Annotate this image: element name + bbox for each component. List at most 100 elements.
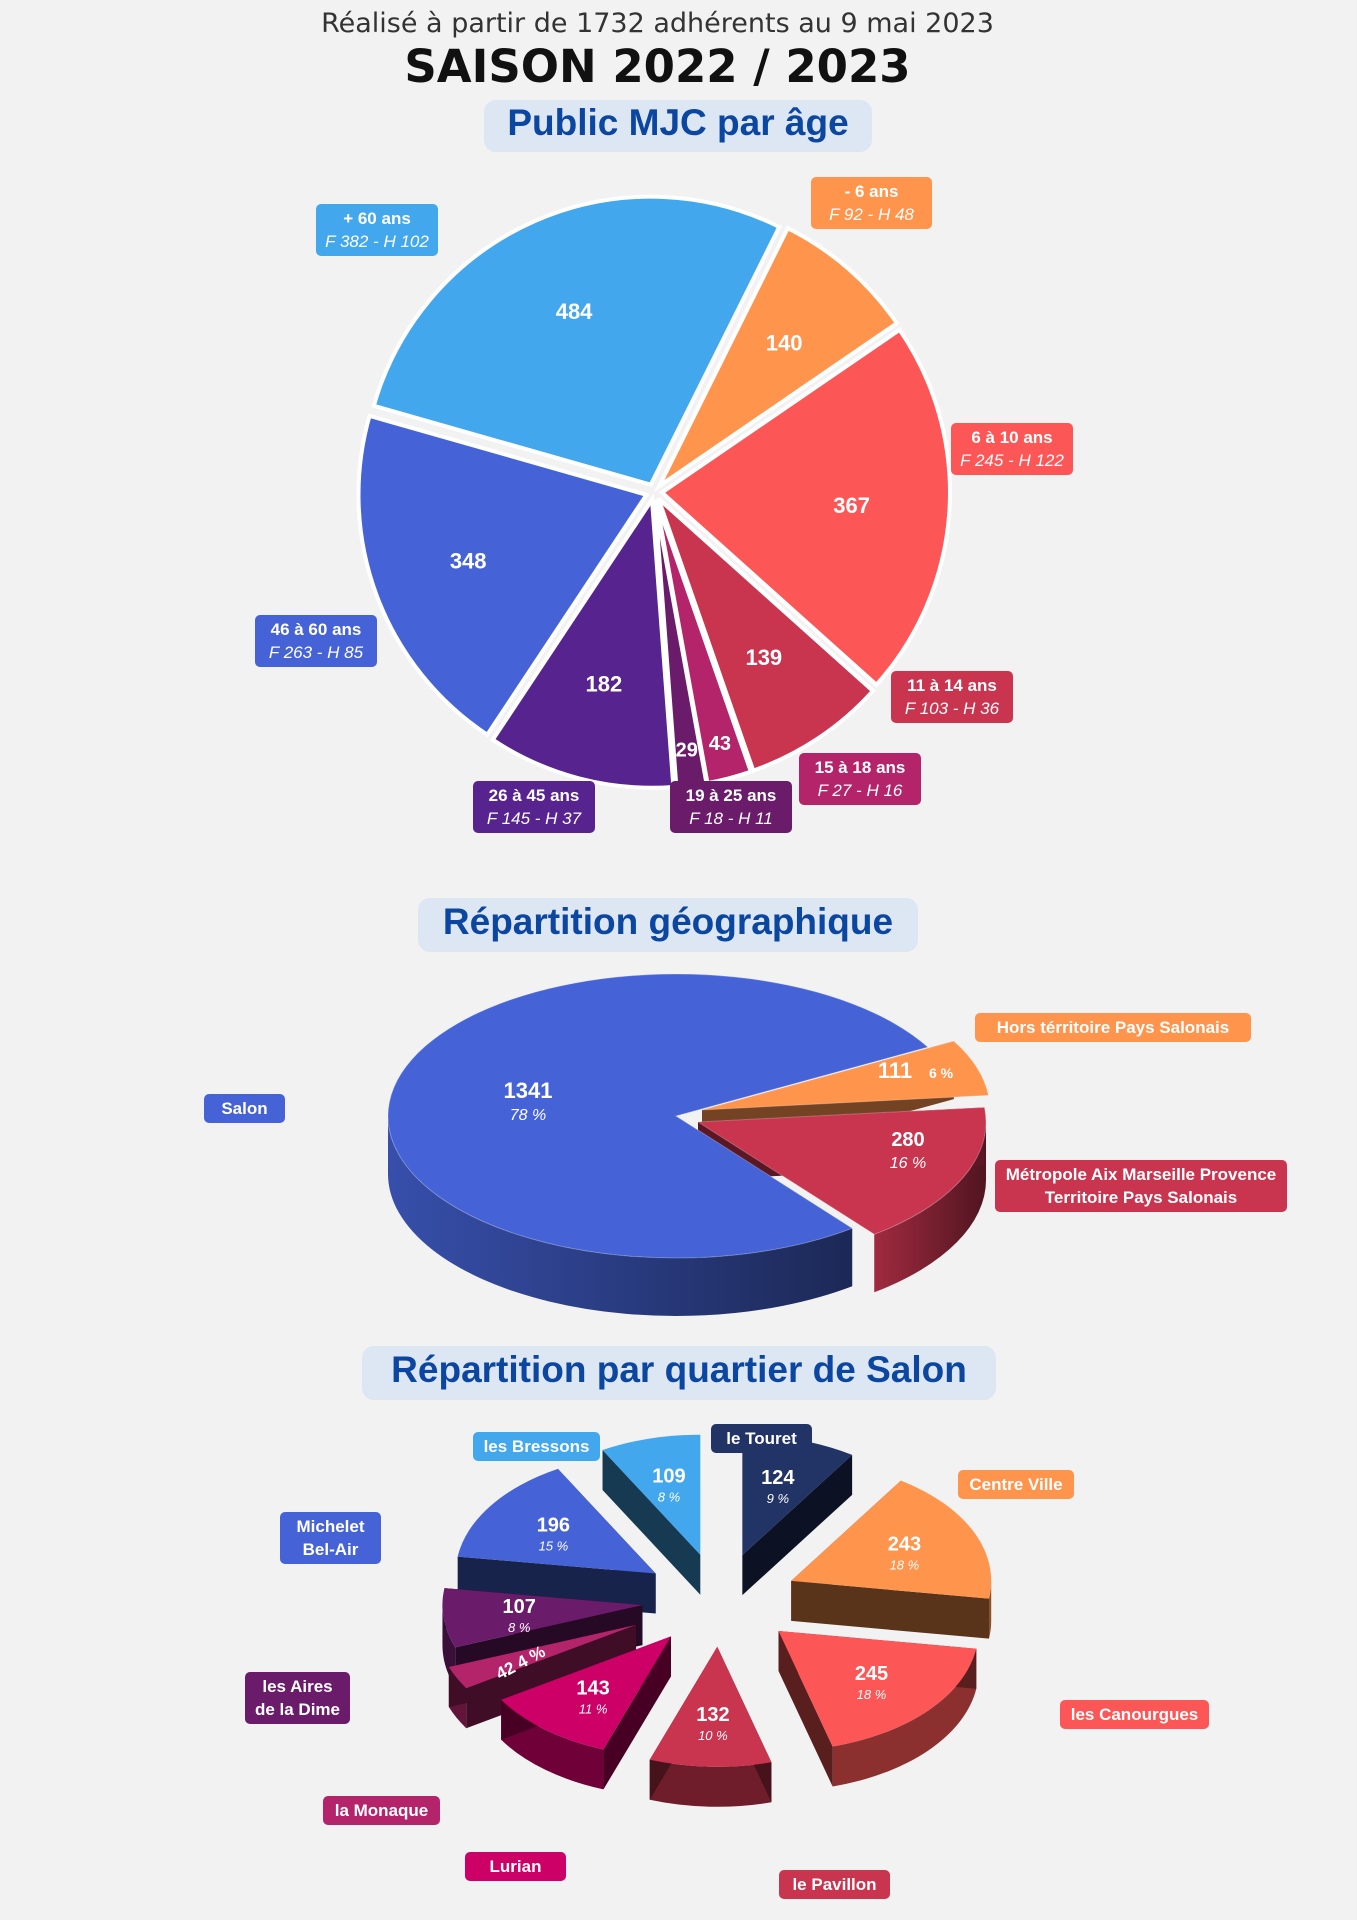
age-label-19-25: 19 à 25 ans F 18 - H 11 — [670, 781, 792, 833]
district-slice-3-percent: 10 % — [698, 1728, 728, 1743]
geo-slice-1-value: 111 — [878, 1058, 912, 1083]
age-label-15-18: 15 à 18 ans F 27 - H 16 — [799, 753, 921, 805]
age-slice-1 — [658, 327, 952, 688]
age-label-46-60-detail: F 263 - H 85 — [268, 643, 364, 662]
age-label-over60-name: + 60 ans — [343, 209, 411, 228]
district-slice-1-percent: 18 % — [890, 1558, 920, 1573]
district-slice-side-0-1 — [742, 1454, 853, 1596]
age-slice-0 — [654, 225, 900, 492]
district-label-aires: les Aires de la Dime — [245, 1672, 350, 1724]
district-label-canourgues: les Canourgues — [1060, 1700, 1209, 1729]
district-label-aires-name: les Aires — [262, 1677, 333, 1696]
geo-label-hors: Hors térritoire Pays Salonais — [975, 1013, 1251, 1042]
geo-slice-1-percent: 6 % — [929, 1065, 954, 1081]
district-slice-1-value: 243 — [888, 1534, 921, 1556]
district-label-monaque: la Monaque — [323, 1796, 440, 1825]
district-slice-1 — [791, 1480, 992, 1599]
district-slice-7-value: 196 — [537, 1514, 570, 1536]
district-label-michelet-name2: Bel-Air — [302, 1540, 359, 1559]
geo-slice-1 — [701, 1040, 990, 1111]
age-label-over60: + 60 ans F 382 - H 102 — [316, 204, 438, 256]
age-label-6-10: 6 à 10 ans F 245 - H 122 — [951, 423, 1073, 475]
age-slice-4-value: 29 — [676, 739, 698, 761]
age-slice-5 — [489, 493, 676, 790]
age-slice-7 — [371, 194, 782, 488]
district-label-aires-name2: de la Dime — [254, 1700, 341, 1719]
age-slice-1-value: 367 — [833, 493, 870, 518]
season-title: SAISON 2022 / 2023 — [404, 40, 911, 93]
age-chart-title: Public MJC par âge — [484, 100, 872, 152]
district-slice-7 — [457, 1468, 656, 1574]
age-label-over60-detail: F 382 - H 102 — [325, 232, 429, 251]
age-label-11-14: 11 à 14 ans F 103 - H 36 — [891, 671, 1013, 723]
district-label-lurian: Lurian — [465, 1852, 566, 1881]
district-label-monaque-name: la Monaque — [334, 1801, 429, 1820]
geo-slice-2-value: 280 — [891, 1129, 924, 1151]
district-slice-side-1-1 — [791, 1580, 989, 1639]
district-label-centre: Centre Ville — [958, 1470, 1074, 1499]
district-slice-4-value: 143 — [576, 1677, 609, 1699]
age-slice-0-value: 140 — [766, 331, 803, 356]
district-slice-wall-1 — [988, 1580, 992, 1639]
geo-slice-0-value: 1341 — [504, 1078, 553, 1103]
geo-label-metropole-name: Métropole Aix Marseille Provence — [1005, 1165, 1277, 1184]
age-slice-2-value: 139 — [745, 645, 782, 670]
page-subtitle: Réalisé à partir de 1732 adhérents au 9 … — [321, 8, 994, 39]
district-label-touret-name: le Touret — [726, 1429, 797, 1448]
geo-slice-2-percent: 16 % — [890, 1155, 926, 1172]
district-slice-4-percent: 11 % — [579, 1701, 608, 1716]
age-label-11-14-name: 11 à 14 ans — [907, 676, 997, 695]
district-label-bressons: les Bressons — [473, 1432, 600, 1461]
age-label-under6: - 6 ans F 92 - H 48 — [811, 177, 932, 229]
age-label-under6-detail: F 92 - H 48 — [829, 205, 914, 224]
age-slice-6-value: 348 — [450, 549, 487, 574]
district-slice-5 — [448, 1624, 637, 1689]
age-label-6-10-detail: F 245 - H 122 — [960, 451, 1064, 470]
age-slice-6 — [356, 413, 650, 738]
district-slice-2 — [778, 1630, 977, 1747]
district-slice-6-percent: 8 % — [508, 1620, 530, 1635]
age-label-6-10-name: 6 à 10 ans — [971, 428, 1053, 447]
district-label-touret: le Touret — [711, 1424, 812, 1453]
age-label-11-14-detail: F 103 - H 36 — [904, 699, 1000, 718]
age-label-26-45-detail: F 145 - H 37 — [486, 809, 582, 828]
district-label-centre-name: Centre Ville — [969, 1475, 1063, 1494]
age-label-19-25-name: 19 à 25 ans — [685, 786, 777, 805]
geo-label-salon: Salon — [204, 1094, 285, 1123]
district-slice-8-percent: 8 % — [658, 1490, 680, 1505]
district-slice-3 — [649, 1646, 772, 1767]
geo-chart-title: Répartition géographique — [418, 898, 918, 952]
geo-slice-2 — [696, 1106, 987, 1235]
age-label-15-18-detail: F 27 - H 16 — [817, 781, 903, 800]
district-slice-4 — [501, 1636, 671, 1750]
age-label-19-25-detail: F 18 - H 11 — [689, 809, 773, 828]
district-slice-2-percent: 18 % — [857, 1687, 887, 1702]
district-slice-2-value: 245 — [855, 1663, 888, 1685]
district-slice-side-5-1 — [448, 1624, 637, 1708]
age-slice-3-value: 43 — [709, 733, 731, 755]
district-chart-title: Répartition par quartier de Salon — [362, 1346, 996, 1400]
geo-label-metropole: Métropole Aix Marseille Provence Territo… — [995, 1160, 1287, 1212]
district-slice-7-percent: 15 % — [539, 1538, 569, 1553]
district-label-canourgues-name: les Canourgues — [1070, 1705, 1199, 1724]
district-slice-0-percent: 9 % — [767, 1491, 789, 1506]
age-label-15-18-name: 15 à 18 ans — [814, 758, 906, 777]
district-label-michelet: Michelet Bel-Air — [280, 1512, 381, 1564]
age-label-under6-name: - 6 ans — [844, 182, 899, 201]
district-slice-6 — [442, 1588, 643, 1648]
district-label-lurian-name: Lurian — [489, 1857, 542, 1876]
district-slice-8-value: 109 — [652, 1466, 685, 1488]
district-label-pavillon: le Pavillon — [779, 1870, 890, 1899]
geo-slice-wall-2 — [874, 1122, 986, 1293]
district-slice-6-value: 107 — [503, 1596, 536, 1618]
geo-label-salon-name: Salon — [221, 1099, 268, 1118]
geo-label-metropole-name2: Territoire Pays Salonais — [1044, 1188, 1238, 1207]
geo-label-hors-name: Hors térritoire Pays Salonais — [996, 1018, 1230, 1037]
district-label-michelet-name: Michelet — [296, 1517, 365, 1536]
district-slice-0 — [742, 1435, 853, 1556]
district-slice-wall-2 — [832, 1648, 977, 1787]
district-slice-side-2-1 — [778, 1630, 833, 1787]
district-slice-wall-3 — [649, 1759, 772, 1807]
age-label-46-60-name: 46 à 60 ans — [270, 620, 362, 639]
